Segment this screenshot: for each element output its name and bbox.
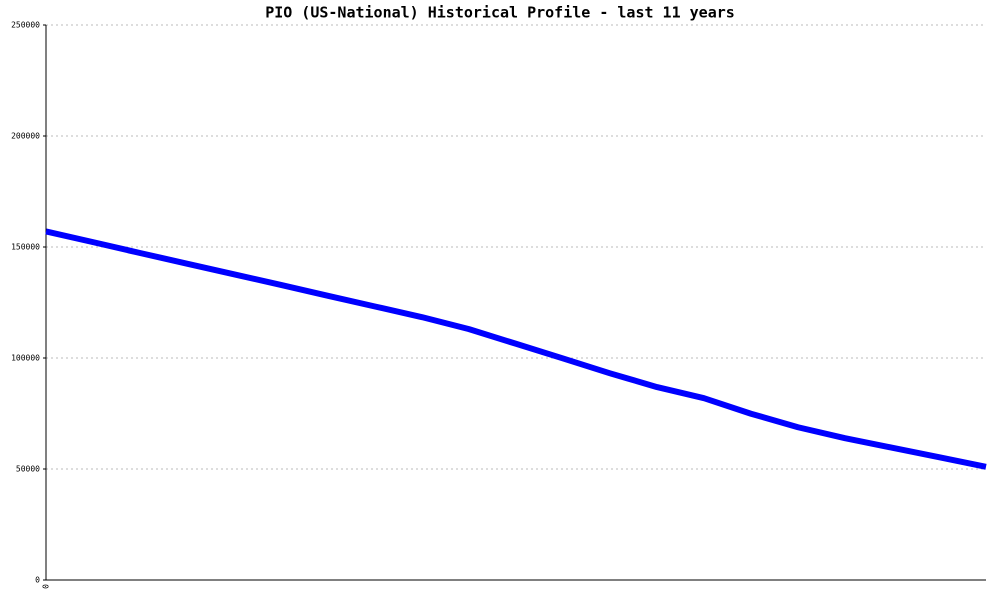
y-tick-label: 250000 (11, 21, 40, 30)
y-tick-label: 100000 (11, 354, 40, 363)
y-tick-label: 150000 (11, 243, 40, 252)
chart-title: PIO (US-National) Historical Profile - l… (265, 4, 735, 22)
x-tick-label: 0 (42, 584, 51, 589)
y-tick-label: 200000 (11, 132, 40, 141)
data-line (45, 228, 987, 470)
y-tick-label: 0 (35, 576, 40, 585)
y-tick-label: 50000 (16, 465, 40, 474)
